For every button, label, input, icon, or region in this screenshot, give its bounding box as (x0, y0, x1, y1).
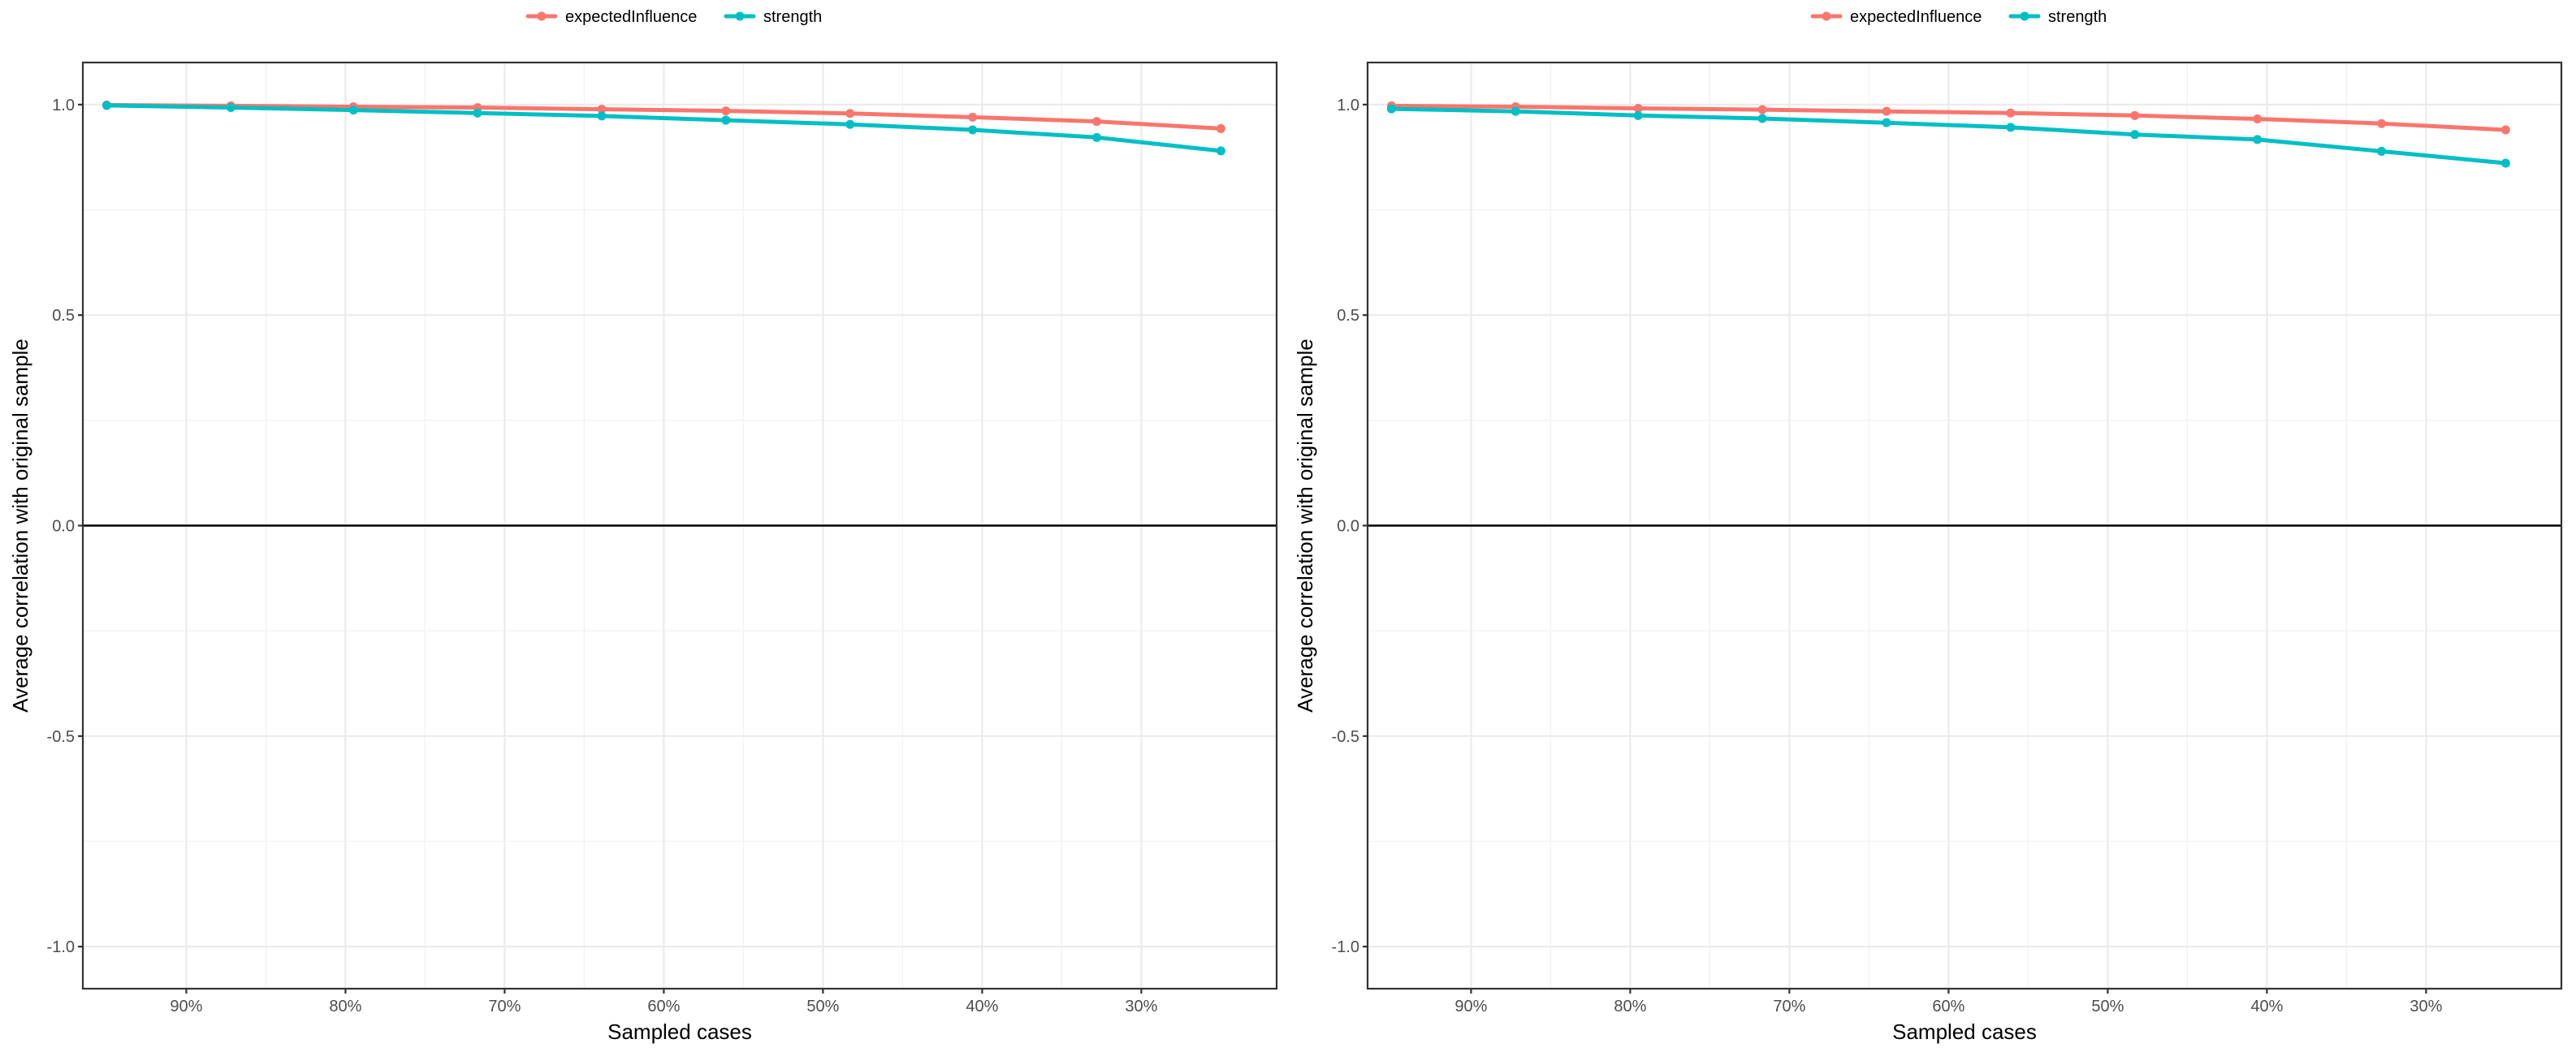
data-point-expectedInfluence (2253, 114, 2263, 123)
y-axis-title: Average correlation with original sample (8, 338, 32, 713)
data-point-expectedInfluence (1633, 104, 1643, 114)
data-point-strength (2130, 130, 2140, 140)
x-tick-label: 80% (329, 998, 361, 1015)
legend-label-expectedInfluence: expectedInfluence (1850, 8, 1982, 26)
legend-label-expectedInfluence: expectedInfluence (565, 8, 697, 26)
data-point-strength (1386, 104, 1396, 114)
legend-label-strength: strength (763, 8, 822, 26)
y-tick-label: -1.0 (47, 938, 75, 956)
data-point-expectedInfluence (2130, 110, 2140, 120)
data-point-strength (968, 125, 978, 135)
data-point-strength (2006, 123, 2016, 132)
y-tick-label: 0.5 (52, 307, 75, 325)
x-tick-label: 70% (1773, 998, 1805, 1015)
data-point-expectedInfluence (2500, 125, 2510, 135)
x-tick-label: 70% (488, 998, 521, 1015)
y-tick-label: 0.5 (1337, 307, 1359, 325)
x-tick-label: 40% (966, 998, 998, 1015)
y-tick-label: 1.0 (1337, 97, 1359, 114)
data-point-expectedInfluence (597, 105, 607, 114)
x-tick-label: 50% (2091, 998, 2124, 1015)
data-point-strength (102, 101, 111, 110)
x-tick-label: 80% (1614, 998, 1646, 1015)
legend-key-point-expectedInfluence (1822, 11, 1831, 21)
x-axis-title: Sampled cases (1892, 1020, 2037, 1044)
y-axis-title: Average correlation with original sample (1293, 338, 1317, 713)
data-point-strength (348, 106, 358, 115)
legend: expectedInfluence strength (525, 8, 822, 26)
data-point-strength (1511, 106, 1520, 116)
series-line-expectedInfluence (104, 102, 1223, 131)
data-point-strength (1092, 132, 1102, 142)
chart-panel-1: -1.0 -0.5 0.0 0.5 1.0 90% 80% 70% 60% 50% 40% 30% Sa… (8, 8, 1278, 1044)
data-point-strength (845, 119, 855, 129)
x-tick-label: 90% (1454, 998, 1487, 1015)
data-point-expectedInfluence (2006, 108, 2016, 118)
y-tick-label: 0.0 (52, 518, 75, 536)
data-point-strength (2500, 158, 2510, 168)
legend-key-point-strength (2020, 11, 2029, 21)
data-point-strength (597, 111, 607, 121)
data-point-strength (1757, 114, 1767, 123)
y-tick-label: -0.5 (1332, 728, 1359, 746)
x-tick-label: 90% (170, 998, 202, 1015)
data-point-strength (1216, 146, 1225, 156)
legend-key-point-strength (735, 11, 745, 21)
data-point-expectedInfluence (968, 112, 978, 122)
data-point-expectedInfluence (845, 109, 855, 119)
series-line-strength (104, 103, 1223, 153)
data-point-expectedInfluence (721, 106, 731, 116)
data-point-strength (473, 108, 482, 118)
x-tick-label: 30% (1125, 998, 1157, 1015)
x-tick-label: 60% (647, 998, 680, 1015)
x-tick-label: 30% (2410, 998, 2442, 1015)
x-tick-label: 60% (1932, 998, 1964, 1015)
data-point-expectedInfluence (1757, 105, 1767, 114)
legend-label-strength: strength (2048, 8, 2107, 26)
y-tick-label: -0.5 (47, 728, 75, 746)
data-point-expectedInfluence (1216, 123, 1225, 133)
data-point-strength (226, 102, 236, 112)
x-tick-label: 50% (806, 998, 839, 1015)
x-axis-title: Sampled cases (607, 1020, 752, 1044)
y-tick-label: 0.0 (1337, 518, 1359, 536)
legend: expectedInfluence strength (1810, 8, 2107, 26)
data-point-strength (1882, 118, 1891, 127)
data-point-strength (2377, 146, 2387, 156)
data-point-strength (721, 115, 731, 125)
series-line-strength (1389, 106, 2508, 166)
x-tick-label: 40% (2250, 998, 2283, 1015)
series-line-expectedInfluence (1389, 103, 2508, 132)
legend-key-point-expectedInfluence (537, 11, 547, 21)
data-point-strength (2253, 135, 2263, 144)
chart-panel-2: -1.0 -0.5 0.0 0.5 1.0 90% 80% 70% 60% 50% 40% 30% Sa… (1293, 8, 2563, 1044)
y-tick-label: 1.0 (52, 97, 75, 114)
data-point-expectedInfluence (2377, 119, 2387, 128)
data-point-expectedInfluence (1092, 117, 1102, 127)
data-point-expectedInfluence (1882, 106, 1891, 116)
data-point-strength (1633, 110, 1643, 120)
y-tick-label: -1.0 (1332, 938, 1359, 956)
